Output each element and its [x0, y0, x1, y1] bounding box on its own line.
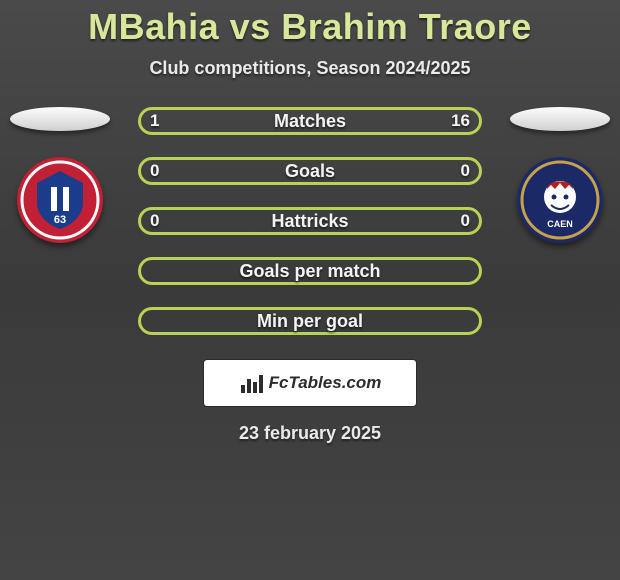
stat-label: Goals per match	[239, 261, 380, 282]
date-label: 23 february 2025	[0, 423, 620, 444]
stat-row: 0 Hattricks 0	[138, 207, 482, 235]
stat-label: Goals	[285, 161, 335, 182]
svg-text:63: 63	[54, 214, 66, 226]
club-badge-left: 63	[17, 157, 103, 243]
stat-row: 0 Goals 0	[138, 157, 482, 185]
club-badge-left-svg: 63	[17, 157, 103, 243]
source-label: FcTables.com	[269, 373, 382, 393]
stat-value-right: 0	[461, 161, 470, 181]
player-left-column: 63	[0, 107, 120, 243]
stat-row: 1 Matches 16	[138, 107, 482, 135]
stat-row: Goals per match	[138, 257, 482, 285]
club-badge-right: CAEN	[517, 157, 603, 243]
stat-value-right: 0	[461, 211, 470, 231]
stat-value-left: 1	[150, 111, 159, 131]
stat-label: Matches	[274, 111, 346, 132]
comparison-arena: 63 CAEN 1 Matches 16 0 Goals 0 0 Hattricks 0 Goal…	[0, 107, 620, 444]
stat-value-left: 0	[150, 161, 159, 181]
stat-value-right: 16	[451, 111, 470, 131]
club-badge-right-svg: CAEN	[517, 157, 603, 243]
stat-label: Min per goal	[257, 311, 363, 332]
stat-label: Hattricks	[271, 211, 348, 232]
player-right-column: CAEN	[500, 107, 620, 243]
source-box: FcTables.com	[203, 359, 417, 407]
player-left-avatar	[10, 107, 110, 131]
page-title: MBahia vs Brahim Traore	[0, 0, 620, 48]
svg-text:CAEN: CAEN	[547, 219, 573, 229]
player-right-avatar	[510, 107, 610, 131]
bar-chart-icon	[239, 373, 265, 393]
page-subtitle: Club competitions, Season 2024/2025	[0, 58, 620, 79]
stat-value-left: 0	[150, 211, 159, 231]
stat-row: Min per goal	[138, 307, 482, 335]
stats-list: 1 Matches 16 0 Goals 0 0 Hattricks 0 Goals per ma…	[138, 107, 482, 335]
